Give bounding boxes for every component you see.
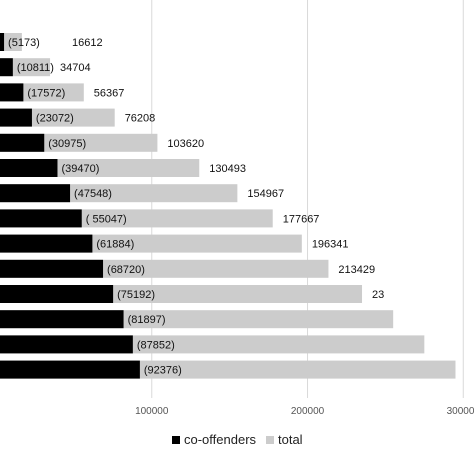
data-label-total: 23 <box>372 289 384 301</box>
data-label-co-offenders: (61884) <box>96 239 134 251</box>
bar-co-offenders <box>0 58 13 77</box>
bar-co-offenders <box>0 83 24 102</box>
data-label-total: 16612 <box>72 37 103 49</box>
x-tick-label: 200000 <box>291 406 325 417</box>
bar-co-offenders <box>0 184 71 203</box>
bar-co-offenders <box>0 285 114 303</box>
bar-co-offenders <box>0 209 82 228</box>
bar-co-offenders <box>0 108 32 127</box>
bar-co-offenders <box>0 33 5 51</box>
bar-co-offenders <box>0 310 124 329</box>
legend: co-offenders total <box>0 432 474 452</box>
bar-total <box>0 33 22 51</box>
bar-labels: (5173) 16612 (10811) 34704 (17572) 56367 (2307… <box>8 37 384 377</box>
x-tick-label: 300000 <box>447 406 474 417</box>
data-label-total: 76208 <box>125 113 156 125</box>
bar-co-offenders <box>0 360 140 379</box>
data-label-co-offenders: (81897) <box>128 314 166 326</box>
data-label-total: 177667 <box>283 213 320 225</box>
data-label-co-offenders: (30975) <box>48 138 86 150</box>
data-label-co-offenders: (92376) <box>144 365 182 377</box>
legend-label-total: total <box>278 432 303 447</box>
data-label-co-offenders: (47548) <box>74 188 112 200</box>
data-label-co-offenders: (87852) <box>137 339 175 351</box>
data-label-total: 34704 <box>60 62 91 74</box>
legend-label-co-offenders: co-offenders <box>184 432 257 447</box>
data-label-co-offenders: (75192) <box>117 289 155 301</box>
data-label-total: 103620 <box>167 138 204 150</box>
legend-item-total: total <box>266 432 303 447</box>
legend-item-co-offenders: co-offenders <box>172 432 256 447</box>
bars <box>0 33 456 379</box>
data-label-total: 130493 <box>209 163 246 175</box>
bar-co-offenders <box>0 234 93 253</box>
legend-swatch-co-offenders <box>172 435 180 444</box>
data-label-total: 56367 <box>94 87 125 99</box>
data-label-total: 154967 <box>247 188 284 200</box>
data-label-co-offenders: ( 55047) <box>86 213 127 225</box>
data-label-total: 196341 <box>312 239 349 251</box>
data-label-co-offenders: (68720) <box>107 264 145 276</box>
x-axis-ticks: 100000 200000 300000 <box>135 406 474 417</box>
data-label-co-offenders: (5173) <box>8 37 40 49</box>
data-label-total: 213429 <box>338 264 375 276</box>
legend-swatch-total <box>266 435 274 444</box>
bar-co-offenders <box>0 259 104 278</box>
bar-co-offenders <box>0 335 133 354</box>
bar-co-offenders <box>0 133 45 152</box>
data-label-co-offenders: (10811) <box>17 62 54 74</box>
data-label-co-offenders: (23072) <box>36 113 74 125</box>
data-label-co-offenders: (17572) <box>27 87 65 99</box>
bar-co-offenders <box>0 159 58 177</box>
data-label-co-offenders: (39470) <box>61 163 99 175</box>
x-tick-label: 100000 <box>135 406 169 417</box>
